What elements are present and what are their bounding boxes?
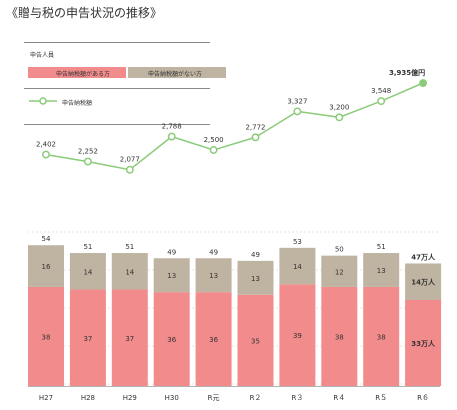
bar-total-label: 54 bbox=[42, 235, 51, 243]
bar-nonpayable-label: 13 bbox=[167, 272, 176, 280]
x-tick-label: R３ bbox=[291, 394, 303, 402]
bar-nonpayable-label: 12 bbox=[335, 268, 344, 276]
bar-payable bbox=[28, 286, 64, 386]
bar-payable bbox=[195, 292, 232, 386]
bar-nonpayable bbox=[195, 258, 232, 293]
bar-payable-label: 39 bbox=[293, 332, 302, 340]
line-point bbox=[125, 165, 134, 174]
bar-total-label: 53 bbox=[293, 238, 302, 246]
bar-payable bbox=[279, 284, 316, 386]
bar-nonpayable bbox=[237, 260, 274, 295]
bar-payable-label: 38 bbox=[42, 333, 51, 341]
bar-nonpayable-label: 14万人 bbox=[411, 278, 436, 287]
line-point bbox=[167, 132, 176, 141]
bar-nonpayable-label: 14 bbox=[83, 268, 92, 276]
bar-nonpayable bbox=[279, 247, 316, 285]
bar-nonpayable bbox=[363, 253, 400, 287]
bar-nonpayable bbox=[111, 253, 148, 290]
legend: 申告人員 申告納税額がある方 申告納税額がない方 申告納税額 bbox=[24, 42, 226, 125]
legend-label-nonpayable: 申告納税額がない方 bbox=[148, 71, 203, 78]
legend-label-payable: 申告納税額がある方 bbox=[56, 71, 111, 78]
line-point bbox=[209, 146, 218, 154]
x-tick-label: H29 bbox=[123, 394, 137, 402]
line-value-label: 2,252 bbox=[78, 148, 98, 156]
bar-nonpayable-label: 13 bbox=[377, 267, 386, 275]
bar-total-label: 50 bbox=[335, 246, 344, 254]
bar-payable bbox=[405, 299, 442, 386]
legend-heading: 申告人員 bbox=[30, 52, 55, 59]
bar-total-label: 49 bbox=[209, 248, 218, 256]
x-tick-label: R５ bbox=[375, 394, 387, 402]
line-point bbox=[293, 107, 302, 116]
line-value-label: 3,548 bbox=[371, 87, 391, 95]
legend-swatch-nonpayable bbox=[128, 67, 226, 78]
bar-payable-label: 38 bbox=[335, 333, 344, 341]
bar-nonpayable-label: 16 bbox=[42, 263, 51, 271]
line-value-label: 3,935億円 bbox=[389, 68, 425, 77]
bar-nonpayable-label: 13 bbox=[209, 272, 218, 280]
line-point bbox=[42, 150, 50, 159]
bar-total-label: 51 bbox=[83, 243, 92, 251]
bar-nonpayable bbox=[153, 258, 190, 293]
bar-payable-label: 38 bbox=[377, 333, 386, 341]
line-value-label: 3,327 bbox=[287, 97, 307, 105]
bar-total-label: 49 bbox=[251, 251, 260, 259]
legend-bottom-rule bbox=[24, 124, 210, 125]
bar-payable-label: 37 bbox=[125, 335, 134, 343]
bar-nonpayable-label: 13 bbox=[251, 275, 260, 283]
legend-swatch-payable bbox=[28, 67, 126, 78]
legend-label-line: 申告納税額 bbox=[62, 100, 93, 107]
bar-nonpayable bbox=[69, 253, 106, 290]
bar-payable bbox=[237, 294, 274, 386]
line-series-path bbox=[45, 82, 424, 171]
bar-nonpayable-label: 14 bbox=[293, 263, 302, 271]
line-value-label: 2,077 bbox=[120, 156, 140, 164]
bar-payable bbox=[69, 289, 106, 386]
bar-nonpayable bbox=[405, 263, 442, 300]
bar-total-label: 51 bbox=[125, 243, 134, 251]
line-value-label: 2,500 bbox=[204, 136, 224, 144]
bar-payable bbox=[321, 286, 358, 386]
line-point bbox=[335, 113, 344, 122]
bar-total-label: 47万人 bbox=[411, 252, 436, 261]
bar-payable-label: 36 bbox=[167, 336, 176, 344]
bar-payable bbox=[363, 286, 400, 386]
x-tick-label: H28 bbox=[81, 394, 95, 402]
x-tick-label: R２ bbox=[250, 394, 262, 402]
line-point bbox=[419, 79, 428, 87]
line-value-label: 2,402 bbox=[36, 141, 56, 149]
legend-line-marker bbox=[29, 97, 57, 105]
bar-nonpayable bbox=[321, 255, 358, 287]
line-point bbox=[83, 157, 92, 166]
chart-title: 《贈与税の申告状況の推移》 bbox=[6, 6, 163, 20]
bar-payable-label: 35 bbox=[251, 337, 260, 345]
bar-nonpayable-label: 14 bbox=[125, 268, 134, 276]
bar-payable bbox=[111, 289, 148, 386]
line-point bbox=[251, 133, 260, 142]
x-tick-label: R６ bbox=[417, 394, 429, 402]
bar-total-label: 49 bbox=[167, 248, 176, 256]
line-point bbox=[377, 97, 386, 106]
x-tick-label: R元 bbox=[208, 394, 220, 402]
line-value-label: 3,200 bbox=[329, 103, 349, 111]
bar-nonpayable bbox=[28, 245, 64, 287]
x-tick-label: R４ bbox=[333, 394, 345, 402]
x-tick-label: H27 bbox=[39, 394, 53, 402]
legend-mid-rule bbox=[24, 88, 210, 89]
bar-payable bbox=[153, 292, 190, 386]
line-value-label: 2,788 bbox=[162, 123, 182, 131]
legend-top-rule bbox=[24, 42, 210, 43]
x-tick-label: H30 bbox=[165, 394, 179, 402]
bar-payable-label: 36 bbox=[209, 336, 218, 344]
line-value-label: 2,772 bbox=[245, 123, 265, 131]
bar-total-label: 51 bbox=[377, 243, 386, 251]
bar-payable-label: 33万人 bbox=[411, 339, 436, 348]
bar-payable-label: 37 bbox=[83, 335, 92, 343]
